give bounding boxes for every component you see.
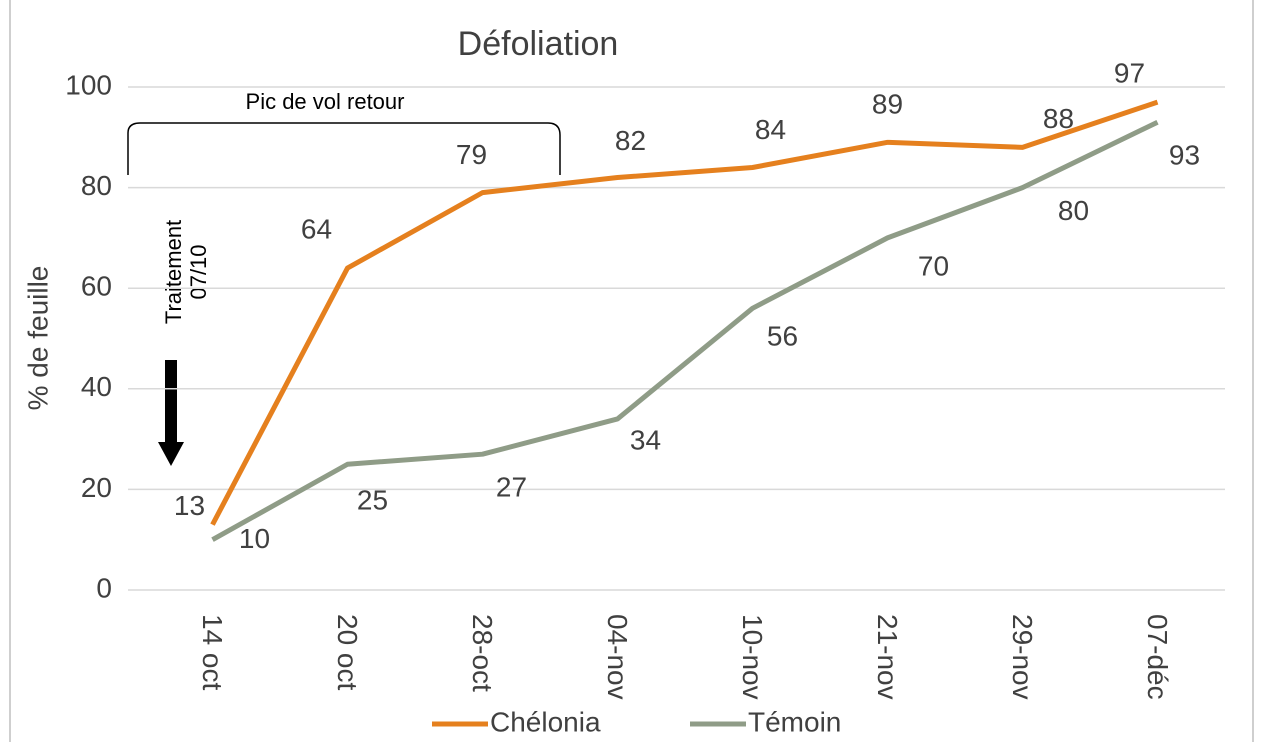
data-label: 89 (872, 89, 903, 120)
x-tick-label: 04-nov (602, 614, 633, 700)
data-label: 97 (1114, 57, 1145, 88)
y-tick-label: 80 (81, 170, 112, 201)
x-tick-label: 10-nov (737, 614, 768, 700)
annotation: 07/10 (186, 244, 211, 299)
y-axis-label: % de feuille (22, 266, 53, 411)
data-label: 80 (1058, 195, 1089, 226)
data-label: 88 (1043, 103, 1074, 134)
data-label: 56 (767, 321, 798, 352)
legend-label: Chélonia (490, 706, 601, 737)
data-label: 70 (918, 250, 949, 281)
chart-title: Défoliation (458, 25, 619, 63)
data-label: 25 (357, 485, 388, 516)
x-tick-label: 28-oct (467, 614, 498, 692)
arrow-head (158, 442, 184, 466)
annotation: Pic de vol retour (246, 89, 405, 114)
x-tick-label: 21-nov (872, 614, 903, 700)
data-label: 84 (755, 114, 786, 145)
y-tick-label: 40 (81, 371, 112, 402)
annotation: Traitement (161, 220, 186, 324)
x-tick-label: 29-nov (1007, 614, 1038, 700)
series-line (210, 99, 1159, 526)
data-label: 64 (301, 213, 332, 244)
data-label: 82 (615, 125, 646, 156)
x-tick-label: 20 oct (332, 614, 363, 690)
data-label: 10 (239, 523, 270, 554)
y-tick-label: 60 (81, 271, 112, 302)
arrow-shaft (165, 360, 177, 442)
y-tick-label: 100 (65, 69, 112, 100)
y-tick-label: 20 (81, 472, 112, 503)
x-tick-label: 14 oct (197, 614, 228, 690)
chart-frame (9, 0, 1254, 742)
data-label: 27 (496, 472, 527, 503)
legend-label: Témoin (748, 706, 841, 737)
data-label: 79 (456, 139, 487, 170)
y-tick-label: 0 (96, 572, 112, 603)
data-label: 13 (174, 490, 205, 521)
bracket (127, 122, 561, 175)
series-line (211, 119, 1159, 542)
data-label: 34 (630, 424, 661, 455)
data-label: 93 (1169, 140, 1200, 171)
x-tick-label: 07-déc (1142, 614, 1173, 700)
